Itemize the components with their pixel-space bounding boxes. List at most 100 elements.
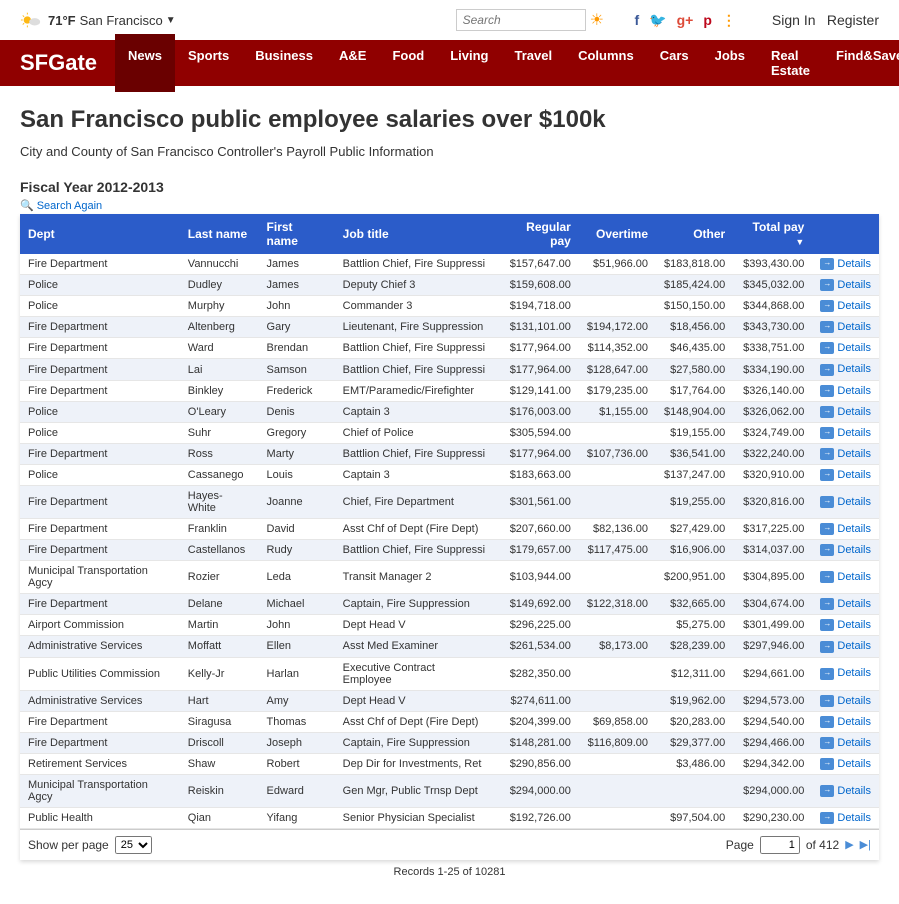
register-link[interactable]: Register	[827, 12, 879, 28]
details-icon[interactable]	[820, 300, 834, 312]
next-page-button[interactable]: ▶	[845, 838, 853, 851]
details-icon[interactable]	[820, 598, 834, 610]
cell: Hart	[180, 690, 259, 711]
details-icon[interactable]	[820, 406, 834, 418]
details-link[interactable]: Details	[837, 640, 871, 652]
details-icon[interactable]	[820, 571, 834, 583]
cell: $304,895.00	[733, 561, 812, 594]
col-header[interactable]: Regular pay	[494, 214, 578, 254]
details-icon[interactable]	[820, 427, 834, 439]
details-link[interactable]: Details	[837, 571, 871, 583]
nav-item-travel[interactable]: Travel	[502, 34, 566, 92]
col-header[interactable]: First name	[259, 214, 335, 254]
cell: Captain, Fire Suppression	[335, 594, 495, 615]
col-header[interactable]: Last name	[180, 214, 259, 254]
details-icon[interactable]	[820, 785, 834, 797]
details-icon[interactable]	[820, 279, 834, 291]
nav-item-news[interactable]: News	[115, 34, 175, 92]
per-page-select[interactable]: 25	[115, 836, 152, 854]
search-input[interactable]	[456, 9, 586, 31]
pinterest-icon[interactable]: p	[703, 12, 712, 28]
details-link[interactable]: Details	[837, 406, 871, 418]
details-icon[interactable]	[820, 716, 834, 728]
nav-item-business[interactable]: Business	[242, 34, 326, 92]
search-again-link[interactable]: 🔍 Search Again	[20, 199, 879, 212]
rss-icon[interactable]: ⋮	[722, 12, 736, 29]
details-icon[interactable]	[820, 812, 834, 824]
details-link[interactable]: Details	[837, 737, 871, 749]
googleplus-icon[interactable]: g+	[677, 12, 694, 28]
details-link[interactable]: Details	[837, 363, 871, 375]
details-icon[interactable]	[820, 758, 834, 770]
details-link[interactable]: Details	[837, 695, 871, 707]
details-icon[interactable]	[820, 523, 834, 535]
details-link[interactable]: Details	[837, 758, 871, 770]
details-link[interactable]: Details	[837, 427, 871, 439]
details-link[interactable]: Details	[837, 812, 871, 824]
col-header[interactable]: Dept	[20, 214, 180, 254]
nav-item-jobs[interactable]: Jobs	[702, 34, 758, 92]
details-link[interactable]: Details	[837, 258, 871, 270]
table-wrap: DeptLast nameFirst nameJob titleRegular …	[20, 214, 879, 860]
nav-item-cars[interactable]: Cars	[647, 34, 702, 92]
details-icon[interactable]	[820, 544, 834, 556]
nav-items: NewsSportsBusinessA&EFoodLivingTravelCol…	[115, 34, 899, 92]
nav-item-food[interactable]: Food	[379, 34, 437, 92]
weather-widget[interactable]: 71°F San Francisco▼	[20, 9, 176, 31]
page-label: Page	[726, 838, 754, 852]
nav-item-sports[interactable]: Sports	[175, 34, 242, 92]
details-link[interactable]: Details	[837, 279, 871, 291]
details-link[interactable]: Details	[837, 300, 871, 312]
details-link[interactable]: Details	[837, 342, 871, 354]
search-button[interactable]: ☀	[590, 10, 604, 30]
col-header[interactable]: Overtime	[579, 214, 656, 254]
cell	[579, 690, 656, 711]
details-link[interactable]: Details	[837, 619, 871, 631]
details-icon[interactable]	[820, 695, 834, 707]
cell: Amy	[259, 690, 335, 711]
details-icon[interactable]	[820, 737, 834, 749]
signin-link[interactable]: Sign In	[772, 12, 816, 28]
cell: Ellen	[259, 636, 335, 657]
col-header[interactable]: Other	[656, 214, 733, 254]
col-header[interactable]: Job title	[335, 214, 495, 254]
details-icon[interactable]	[820, 641, 834, 653]
details-icon[interactable]	[820, 321, 834, 333]
details-icon[interactable]	[820, 448, 834, 460]
details-icon[interactable]	[820, 619, 834, 631]
table-row: Fire DepartmentHayes-WhiteJoanneChief, F…	[20, 486, 879, 519]
nav-item-realestate[interactable]: Real Estate	[758, 34, 823, 92]
details-link[interactable]: Details	[837, 523, 871, 535]
nav-item-living[interactable]: Living	[437, 34, 501, 92]
details-link[interactable]: Details	[837, 785, 871, 797]
col-header[interactable]: Total pay	[733, 214, 812, 254]
details-icon[interactable]	[820, 364, 834, 376]
details-link[interactable]: Details	[837, 469, 871, 481]
details-link[interactable]: Details	[837, 544, 871, 556]
details-link[interactable]: Details	[837, 496, 871, 508]
details-icon[interactable]	[820, 496, 834, 508]
details-icon[interactable]	[820, 258, 834, 270]
details-link[interactable]: Details	[837, 448, 871, 460]
nav-item-ae[interactable]: A&E	[326, 34, 379, 92]
details-link[interactable]: Details	[837, 716, 871, 728]
col-header[interactable]	[812, 214, 879, 254]
last-page-button[interactable]: ▶|	[860, 838, 871, 851]
details-icon[interactable]	[820, 342, 834, 354]
nav-item-columns[interactable]: Columns	[565, 34, 647, 92]
details-link[interactable]: Details	[837, 667, 871, 679]
logo[interactable]: SFGate	[20, 50, 97, 76]
twitter-icon[interactable]: 🐦	[649, 12, 666, 29]
chevron-down-icon: ▼	[166, 15, 176, 26]
page-input[interactable]	[760, 836, 800, 854]
details-link[interactable]: Details	[837, 321, 871, 333]
details-link[interactable]: Details	[837, 385, 871, 397]
cell: $282,350.00	[494, 657, 578, 690]
details-icon[interactable]	[820, 385, 834, 397]
details-icon[interactable]	[820, 469, 834, 481]
cell: Police	[20, 401, 180, 422]
nav-item-findsave[interactable]: Find&Save	[823, 34, 899, 92]
details-link[interactable]: Details	[837, 598, 871, 610]
facebook-icon[interactable]: f	[635, 12, 640, 28]
details-icon[interactable]	[820, 668, 834, 680]
